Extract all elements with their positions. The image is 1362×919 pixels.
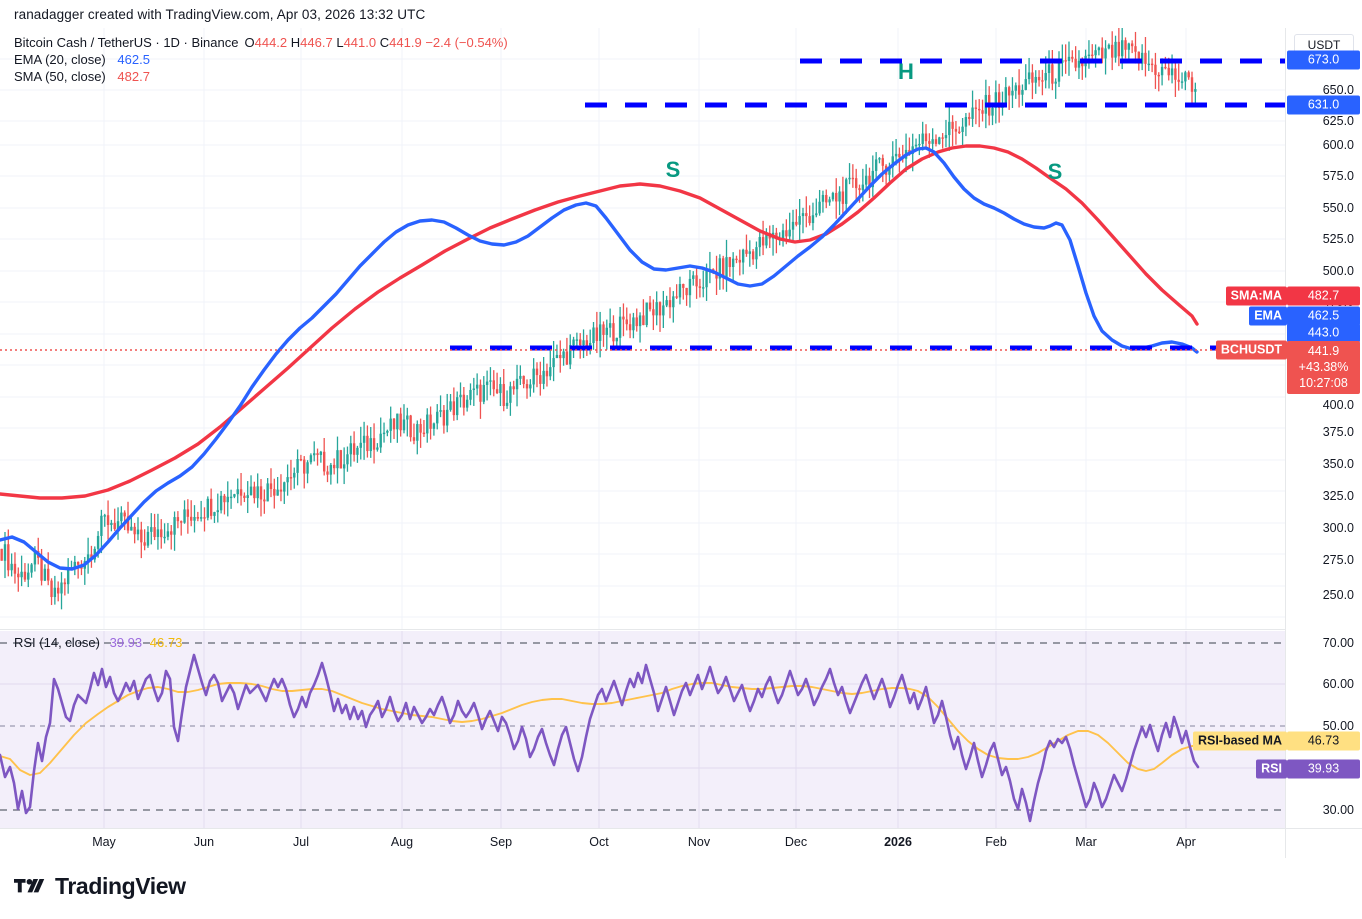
badge-rsi-value: 39.93 [1287,759,1360,779]
badge-resistance-high: 673.0 [1287,50,1360,70]
badge-ema-value: 462.5 [1287,306,1360,326]
price-gridlines [0,58,1285,618]
badge-last-price-time: 10:27:08 [1299,376,1348,390]
badge-sma-value: 482.7 [1287,286,1360,306]
tradingview-logo: TradingView [14,873,186,900]
price-tick-575: 575.0 [1322,169,1354,183]
axis-corner [1285,828,1362,858]
price-tick-325: 325.0 [1322,489,1354,503]
time-axis[interactable]: May Jun Jul Aug Sep Oct Nov Dec 2026 Feb… [0,828,1285,858]
price-tick-625: 625.0 [1322,114,1354,128]
badge-rsi-ma-value: 46.73 [1287,731,1360,751]
rsi-tick-30: 30.00 [1322,803,1354,817]
badge-resistance-mid: 631.0 [1287,95,1360,115]
time-tick-nov: Nov [687,835,711,849]
candlestick-series [0,28,1197,610]
price-chart-svg [0,28,1285,629]
badge-last-price-value: 441.9 [1307,344,1340,358]
price-tick-550: 550.0 [1322,201,1354,215]
price-tick-400: 400.0 [1322,398,1354,412]
tradingview-wordmark: TradingView [55,873,186,899]
time-tick-feb: Feb [985,835,1007,849]
price-pane[interactable]: S H S Bitcoin Cash / TetherUS · 1D · Bin… [0,28,1285,630]
attribution-text: ranadagger created with TradingView.com,… [14,7,426,22]
badge-symbol-tag: BCHUSDT [1215,340,1287,360]
price-tick-250: 250.0 [1322,588,1354,602]
time-tick-dec: Dec [784,835,808,849]
time-tick-2026: 2026 [884,835,912,849]
time-tick-sep: Sep [489,835,513,849]
time-tick-jun: Jun [193,835,215,849]
price-tick-650: 650.0 [1322,83,1354,97]
annotation-right-shoulder: S [1047,159,1063,184]
time-tick-aug: Aug [390,835,414,849]
price-tick-375: 375.0 [1322,425,1354,439]
rsi-pane[interactable]: RSI (14, close) 39.93 46.73 [0,631,1285,828]
time-tick-mar: Mar [1075,835,1097,849]
price-tick-275: 275.0 [1322,553,1354,567]
price-tick-525: 525.0 [1322,232,1354,246]
tradingview-mark-icon [14,878,45,892]
chart-frame: S H S Bitcoin Cash / TetherUS · 1D · Bin… [0,28,1362,858]
badge-rsi-tag: RSI [1256,759,1287,779]
rsi-line [0,653,1200,823]
ema-20-line [0,146,1199,571]
price-axis[interactable]: USDT 675.0 650.0 625.0 600.0 575.0 550.0… [1192,28,1362,828]
price-tick-350: 350.0 [1322,457,1354,471]
rsi-tick-70: 70.00 [1322,636,1354,650]
price-tick-600: 600.0 [1322,138,1354,152]
rsi-chart-svg [0,631,1285,828]
time-tick-jul: Jul [293,835,309,849]
time-tick-apr: Apr [1176,835,1196,849]
price-vertical-gridlines [103,28,1187,629]
badge-ema-tag: EMA [1249,306,1287,326]
price-tick-500: 500.0 [1322,264,1354,278]
price-tick-300: 300.0 [1322,521,1354,535]
badge-neckline: 443.0 [1287,323,1360,343]
annotation-head: H [898,59,914,84]
annotation-left-shoulder: S [665,157,681,182]
badge-last-price: 441.9 +43.38% 10:27:08 [1287,341,1360,394]
badge-last-price-change: +43.38% [1298,360,1349,374]
rsi-vertical-gridlines [103,631,1187,828]
footer: TradingView [0,862,1362,919]
rsi-tick-60: 60.00 [1322,677,1354,691]
badge-rsi-ma-tag: RSI-based MA [1192,731,1287,751]
time-tick-oct: Oct [589,835,609,849]
rsi-tick-50: 50.00 [1322,719,1354,733]
time-tick-may: May [92,835,116,849]
badge-sma-tag: SMA:MA [1225,286,1287,306]
